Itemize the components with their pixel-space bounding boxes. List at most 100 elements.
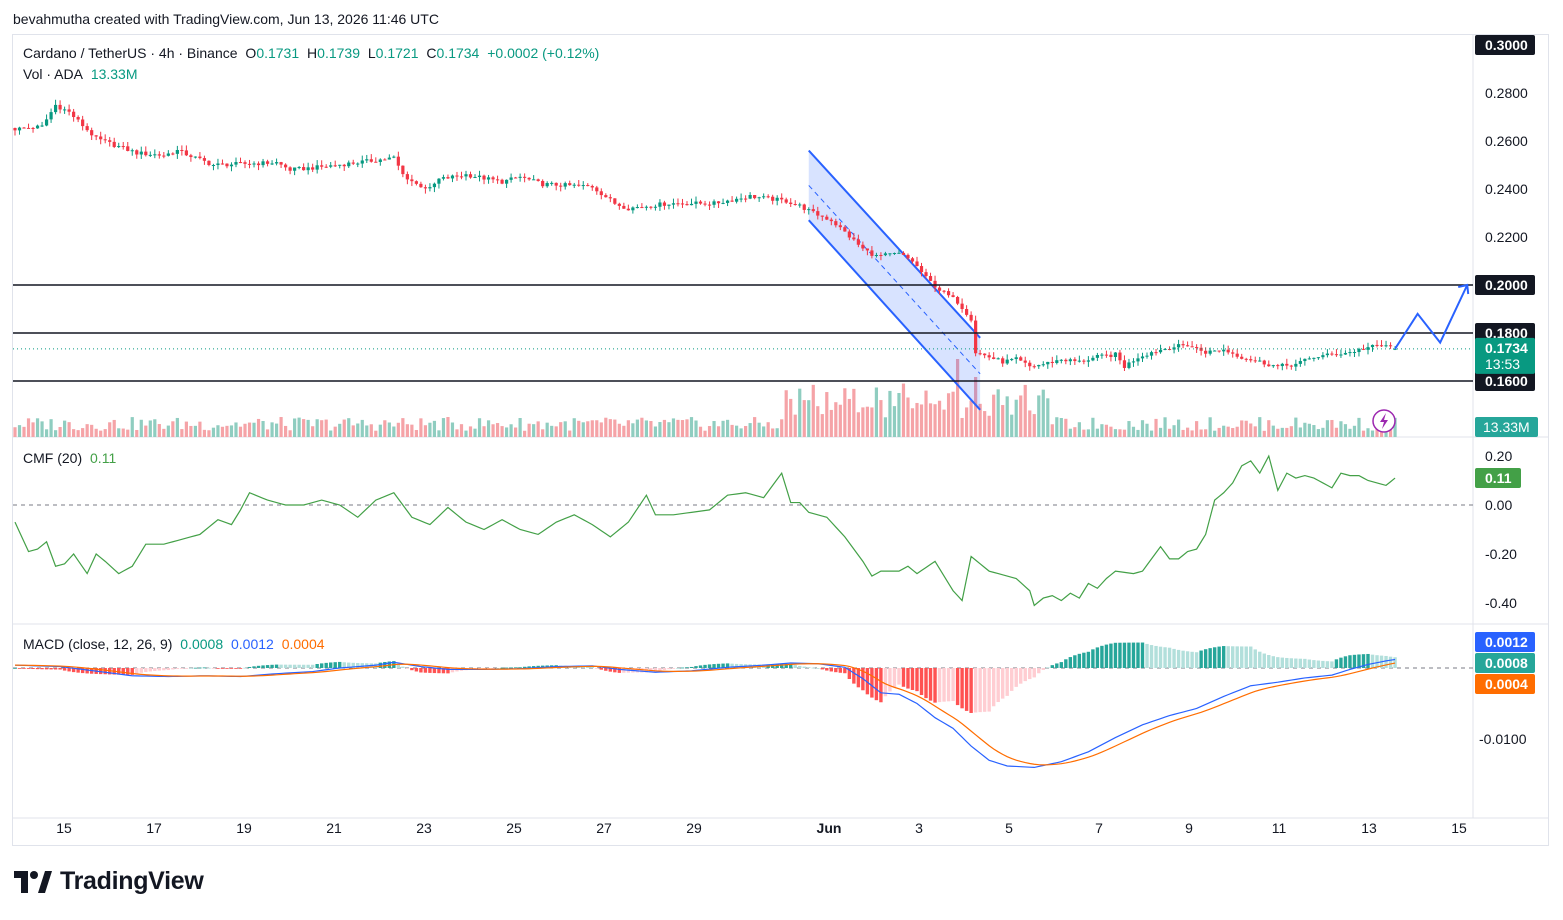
volume-bar	[58, 426, 62, 437]
volume-bar	[671, 418, 676, 437]
volume-bar	[825, 392, 829, 437]
volume-bar	[1334, 427, 1339, 437]
volume-bar	[464, 430, 468, 437]
volume-bar	[315, 419, 319, 437]
symbol-label[interactable]: Cardano / TetherUS · 4h · Binance	[23, 45, 238, 61]
tradingview-logo[interactable]: TradingView	[14, 867, 204, 896]
macd-histogram-bar	[171, 668, 175, 670]
volume-bar	[17, 425, 22, 437]
volume-bar	[613, 419, 617, 437]
macd-histogram-bar	[595, 668, 599, 669]
macd-histogram-bar	[1131, 642, 1136, 668]
candle-body	[807, 209, 811, 211]
volume-bar	[1158, 427, 1163, 437]
candle-body	[816, 211, 820, 216]
candle-body	[211, 165, 216, 167]
volume-bar	[392, 426, 396, 437]
macd-histogram-bar	[121, 668, 125, 675]
candle-body	[99, 136, 103, 140]
macd-histogram-bar	[816, 667, 820, 669]
macd-histogram-bar	[1172, 648, 1176, 668]
volume-bar	[983, 411, 987, 437]
volume-bar	[712, 421, 716, 437]
macd-histogram-bar	[1055, 663, 1059, 668]
macd-histogram-bar	[58, 668, 62, 670]
candle-body	[1104, 354, 1109, 356]
projection-line	[1394, 284, 1469, 350]
volume-bar	[234, 422, 238, 437]
macd-histogram-bar	[184, 668, 189, 669]
macd-histogram-bar	[1271, 656, 1275, 668]
macd-histogram-bar	[1343, 656, 1348, 668]
cmf-value: 0.11	[90, 450, 117, 466]
macd-histogram-bar	[31, 668, 35, 670]
time-tick-label: 11	[1272, 820, 1287, 836]
macd-histogram-bar	[586, 666, 590, 668]
candle-body	[144, 151, 148, 156]
volume-bar	[90, 424, 94, 437]
price-tick-label: 0.2200	[1485, 229, 1528, 245]
macd-histogram-bar	[865, 668, 870, 695]
candle-body	[171, 153, 175, 155]
cmf-label[interactable]: CMF (20)	[23, 450, 83, 466]
macd-histogram-bar	[725, 663, 730, 668]
macd-label[interactable]: MACD (close, 12, 26, 9)	[23, 636, 173, 652]
candle-body	[1321, 355, 1325, 358]
volume-bar	[347, 418, 351, 437]
macd-histogram-bar	[225, 668, 229, 669]
candle-body	[811, 209, 815, 212]
volume-bar	[238, 426, 243, 437]
volume-bar	[1046, 398, 1050, 437]
candle-body	[279, 162, 283, 165]
macd-histogram-bar	[874, 668, 879, 701]
candle-body	[153, 154, 157, 156]
candle-body	[820, 215, 824, 217]
volume-bar	[1122, 429, 1127, 437]
candle-body	[450, 175, 455, 179]
candle-body	[148, 154, 152, 156]
macd-histogram-bar	[1158, 646, 1163, 668]
macd-histogram-bar	[1190, 651, 1194, 668]
candle-body	[270, 163, 274, 165]
volume-bar	[419, 418, 423, 437]
candle-body	[1113, 352, 1118, 358]
volume-bar	[955, 359, 960, 437]
macd-histogram-bar	[1321, 660, 1325, 668]
macd-histogram-bar	[1352, 654, 1357, 668]
volume-label[interactable]: Vol · ADA	[23, 66, 83, 82]
candle-body	[1280, 363, 1284, 367]
macd-histogram-bar	[843, 668, 847, 674]
volume-bar	[455, 429, 459, 437]
macd-histogram-bar	[707, 664, 712, 668]
macd-histogram-bar	[85, 668, 89, 674]
volume-bar	[707, 426, 712, 437]
macd-histogram-bar	[153, 668, 157, 671]
volume-bar	[960, 417, 964, 437]
volume-bar	[44, 429, 49, 437]
volume-badge	[1475, 417, 1538, 437]
candle-body	[90, 130, 94, 136]
volume-bar	[834, 402, 838, 437]
candle-body	[577, 184, 581, 186]
candle-body	[658, 202, 662, 207]
volume-bar	[477, 418, 482, 437]
projection-path	[1372, 283, 1470, 433]
volume-bar	[757, 422, 761, 437]
volume-bar	[1082, 429, 1086, 437]
price-badge-text: 0.1800	[1485, 325, 1528, 341]
macd-histogram-bar	[838, 668, 843, 673]
candle-body	[1158, 349, 1163, 353]
volume-bar	[919, 404, 924, 437]
macd-histogram-bar	[482, 668, 486, 669]
macd-histogram-bar	[897, 668, 901, 685]
candle-body	[680, 203, 685, 205]
volume-bar	[1276, 428, 1280, 437]
macd-histogram-bar	[423, 668, 428, 673]
volume-bar	[446, 417, 450, 437]
volume-bar	[509, 424, 513, 437]
candle-body	[937, 287, 942, 291]
candle-body	[653, 206, 658, 208]
candle-body	[924, 272, 928, 277]
candle-body	[843, 227, 847, 232]
